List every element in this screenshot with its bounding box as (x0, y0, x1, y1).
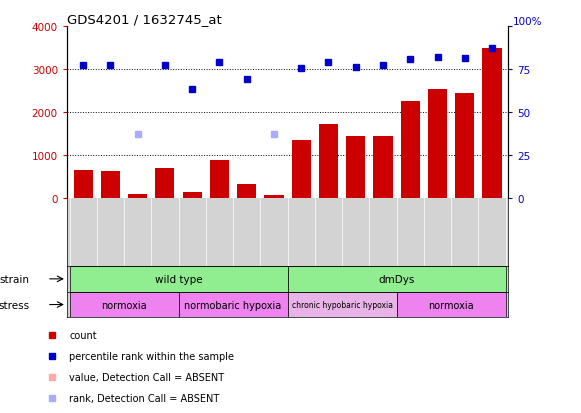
Text: chronic hypobaric hypoxia: chronic hypobaric hypoxia (292, 300, 393, 309)
Text: percentile rank within the sample: percentile rank within the sample (69, 351, 234, 361)
Text: normobaric hypoxia: normobaric hypoxia (184, 300, 282, 310)
Text: wild type: wild type (155, 274, 202, 284)
Bar (346, 137, 365, 198)
Bar (374, 137, 393, 198)
Text: stress: stress (0, 300, 29, 310)
Text: normoxia: normoxia (101, 300, 147, 310)
Bar (288, 266, 505, 292)
Bar (292, 140, 311, 198)
Bar (128, 195, 147, 198)
Bar (428, 90, 447, 198)
Bar (264, 195, 284, 198)
Text: count: count (69, 330, 96, 340)
Text: strain: strain (0, 274, 29, 284)
Text: rank, Detection Call = ABSENT: rank, Detection Call = ABSENT (69, 393, 220, 403)
Text: normoxia: normoxia (428, 300, 474, 310)
Text: value, Detection Call = ABSENT: value, Detection Call = ABSENT (69, 372, 224, 382)
Bar (155, 168, 174, 198)
Bar (237, 185, 256, 198)
Bar (456, 94, 474, 198)
Bar (482, 49, 501, 198)
Text: GDS4201 / 1632745_at: GDS4201 / 1632745_at (67, 13, 221, 26)
Bar (70, 266, 288, 292)
Bar (397, 292, 505, 318)
Bar (319, 125, 338, 198)
Bar (182, 193, 202, 198)
Bar (288, 292, 397, 318)
Text: 100%: 100% (513, 17, 542, 27)
Bar (401, 102, 420, 198)
Bar (210, 161, 229, 198)
Bar (74, 171, 93, 198)
Bar (101, 171, 120, 198)
Bar (70, 292, 178, 318)
Bar (178, 292, 288, 318)
Text: dmDys: dmDys (378, 274, 415, 284)
